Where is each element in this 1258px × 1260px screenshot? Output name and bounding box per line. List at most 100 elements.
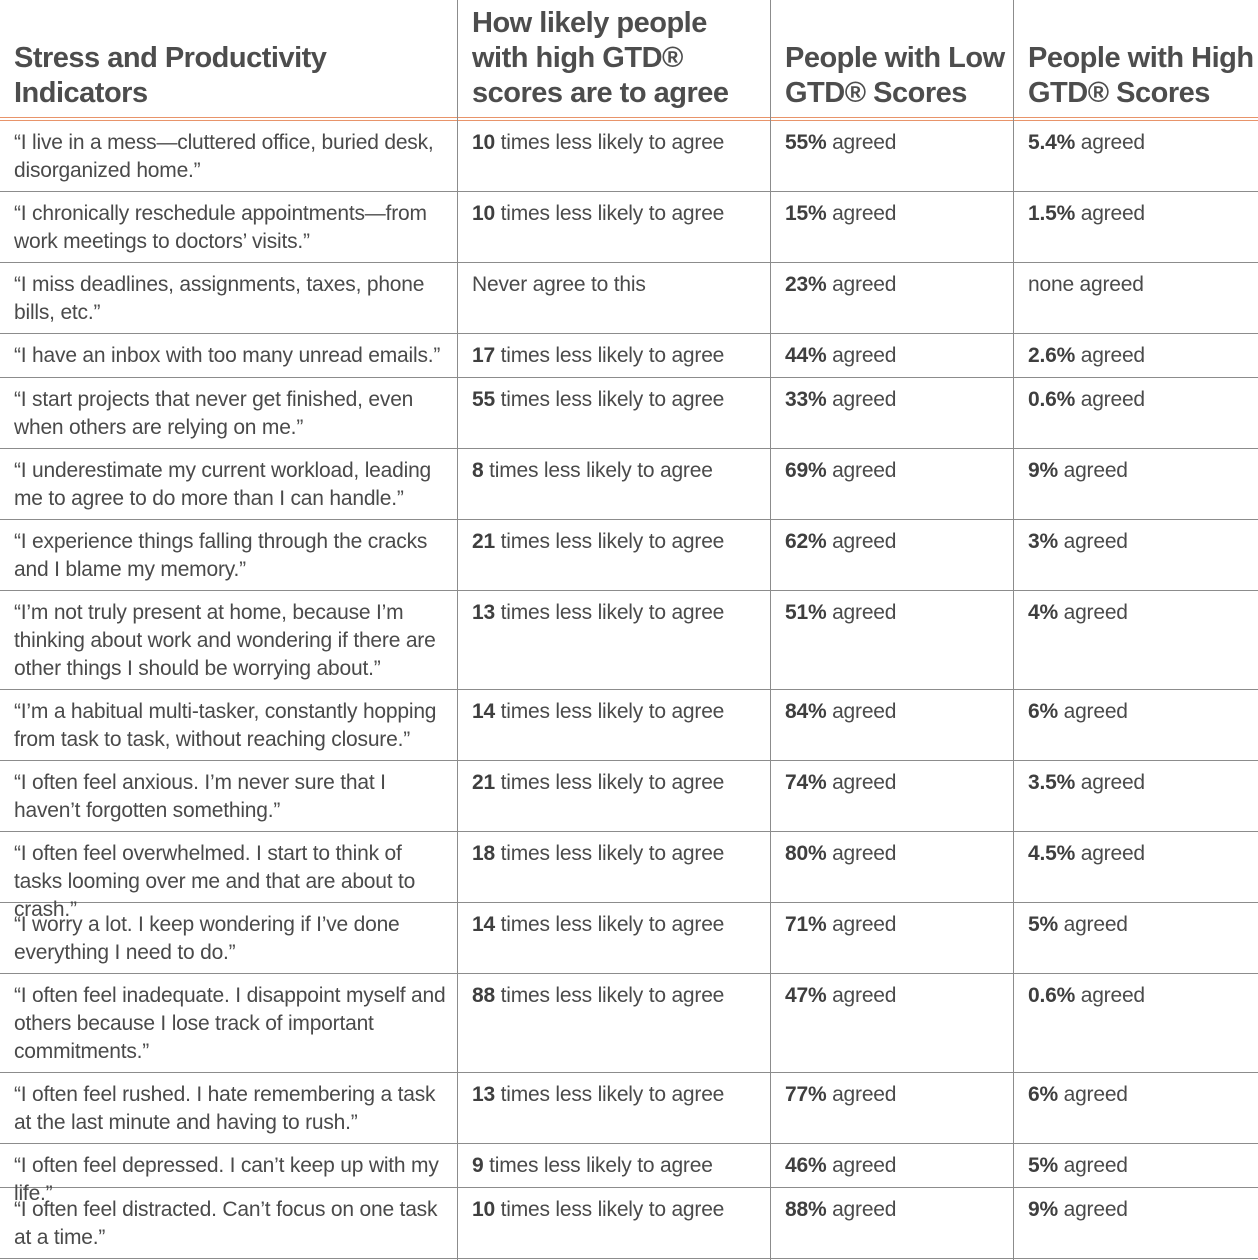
likelihood-cell-text: times less likely to agree [494,601,725,624]
indicator-cell: “I’m not truly present at home, because … [14,601,436,680]
high-gtd-cell-value: 6% [1028,700,1058,723]
indicator-cell: “I often feel overwhelmed. I start to th… [14,842,416,921]
table-row: “I chronically reschedule appointments—f… [0,192,1258,263]
likelihood-cell-text: Never agree to this [472,273,646,296]
likelihood-cell: 10 times less likely to agree [458,192,771,262]
low-gtd-cell: 71% agreed [771,903,1014,973]
low-gtd-cell: 51% agreed [771,591,1014,689]
likelihood-cell-value: 14 [472,700,495,723]
indicator-cell: “I start projects that never get finishe… [14,388,414,439]
low-gtd-cell-value: 88% [785,1198,827,1221]
table-body: “I live in a mess—cluttered office, buri… [0,121,1258,1259]
high-gtd-cell-value: 4% [1028,601,1058,624]
header-line: GTD® Scores [785,77,967,109]
low-gtd-cell-text: agreed [826,1198,897,1221]
likelihood-cell-value: 8 [472,459,484,482]
indicator-cell: “I chronically reschedule appointments—f… [14,202,427,253]
high-gtd-cell-value: 9% [1028,459,1058,482]
likelihood-cell-value: 21 [472,530,495,553]
table-row: “I experience things falling through the… [0,520,1258,591]
likelihood-cell-value: 17 [472,344,495,367]
table-row: “I often feel overwhelmed. I start to th… [0,832,1258,921]
likelihood-cell-text: times less likely to agree [494,842,725,865]
header-line: People with High [1028,42,1254,74]
low-gtd-cell-text: agreed [826,459,897,482]
low-gtd-cell-value: 55% [785,131,827,154]
low-gtd-cell-value: 47% [785,984,827,1007]
high-gtd-cell-text: agreed [1057,1083,1128,1106]
table-row: “I often feel distracted. Can’t focus on… [0,1188,1258,1259]
low-gtd-cell: 84% agreed [771,690,1014,760]
indicator-cell: “I have an inbox with too many unread em… [14,344,441,367]
table-row: “I miss deadlines, assignments, taxes, p… [0,263,1258,334]
high-gtd-cell-value: 0.6% [1028,388,1076,411]
likelihood-cell-text: times less likely to agree [483,459,713,482]
low-gtd-cell: 33% agreed [771,378,1014,448]
likelihood-cell-value: 21 [472,771,495,794]
table-row: “I have an inbox with too many unread em… [0,334,1258,378]
high-gtd-cell-text: agreed [1075,344,1145,367]
header-line: People with Low [785,42,1005,74]
column-divider [1013,0,1014,1260]
high-gtd-cell-value: 6% [1028,1083,1058,1106]
likelihood-cell-value: 10 [472,1198,495,1221]
table-row: “I’m a habitual multi-tasker, constantly… [0,690,1258,761]
high-gtd-cell-text: agreed [1057,1154,1128,1177]
low-gtd-cell-text: agreed [826,388,897,411]
high-gtd-cell-text: agreed [1075,984,1145,1007]
likelihood-cell-value: 18 [472,842,495,865]
low-gtd-cell-text: agreed [826,842,897,865]
likelihood-cell: 21 times less likely to agree [458,520,771,590]
low-gtd-cell: 44% agreed [771,334,1014,377]
likelihood-cell-value: 13 [472,601,495,624]
low-gtd-cell-text: agreed [826,344,897,367]
low-gtd-cell-value: 77% [785,1083,827,1106]
low-gtd-cell-value: 46% [785,1154,827,1177]
high-gtd-cell-value: 3% [1028,530,1058,553]
likelihood-cell: 14 times less likely to agree [458,690,771,760]
table-row: “I start projects that never get finishe… [0,378,1258,449]
indicator-cell: “I often feel inadequate. I disappoint m… [14,984,446,1063]
low-gtd-cell-text: agreed [826,202,897,225]
table-row: “I underestimate my current workload, le… [0,449,1258,520]
header-line: Indicators [14,77,148,109]
table-row: “I worry a lot. I keep wondering if I’ve… [0,903,1258,974]
table-row: “I often feel anxious. I’m never sure th… [0,761,1258,832]
low-gtd-cell-text: agreed [826,913,897,936]
low-gtd-cell: 15% agreed [771,192,1014,262]
likelihood-cell-text: times less likely to agree [494,530,725,553]
high-gtd-cell-text: agreed [1075,842,1145,865]
low-gtd-cell-value: 80% [785,842,827,865]
table-row: “I’m not truly present at home, because … [0,591,1258,690]
high-gtd-cell: 0.6% agreed [1014,974,1258,1072]
high-gtd-cell-value: 0.6% [1028,984,1076,1007]
likelihood-cell: 21 times less likely to agree [458,761,771,831]
high-gtd-cell-value: 5.4% [1028,131,1076,154]
table-row: “I often feel depressed. I can’t keep up… [0,1144,1258,1205]
header-line: How likely people [472,7,707,39]
header-line: with high GTD® [472,42,683,74]
high-gtd-cell-text: agreed [1075,202,1145,225]
header-line: scores are to agree [472,77,729,109]
high-gtd-cell-text: agreed [1057,700,1128,723]
high-gtd-cell: 3.5% agreed [1014,761,1258,831]
low-gtd-cell-value: 69% [785,459,827,482]
high-gtd-cell-text: agreed [1057,601,1128,624]
low-gtd-cell-text: agreed [826,1083,897,1106]
low-gtd-cell-value: 15% [785,202,827,225]
high-gtd-cell-text: agreed [1057,459,1128,482]
high-gtd-cell-text: agreed [1057,913,1128,936]
high-gtd-cell: 2.6% agreed [1014,334,1258,377]
header-line: GTD® Scores [1028,77,1210,109]
likelihood-cell: 10 times less likely to agree [458,121,771,191]
indicator-cell: “I live in a mess—cluttered office, buri… [14,131,434,182]
header-low-gtd: People with Low GTD® Scores [771,0,1014,117]
high-gtd-cell: 5.4% agreed [1014,121,1258,191]
likelihood-cell-text: times less likely to agree [494,984,725,1007]
likelihood-cell-text: times less likely to agree [494,202,725,225]
high-gtd-cell: none agreed [1014,263,1258,333]
high-gtd-cell: 4% agreed [1014,591,1258,689]
low-gtd-cell-text: agreed [826,984,897,1007]
high-gtd-cell: 1.5% agreed [1014,192,1258,262]
likelihood-cell: 14 times less likely to agree [458,903,771,973]
